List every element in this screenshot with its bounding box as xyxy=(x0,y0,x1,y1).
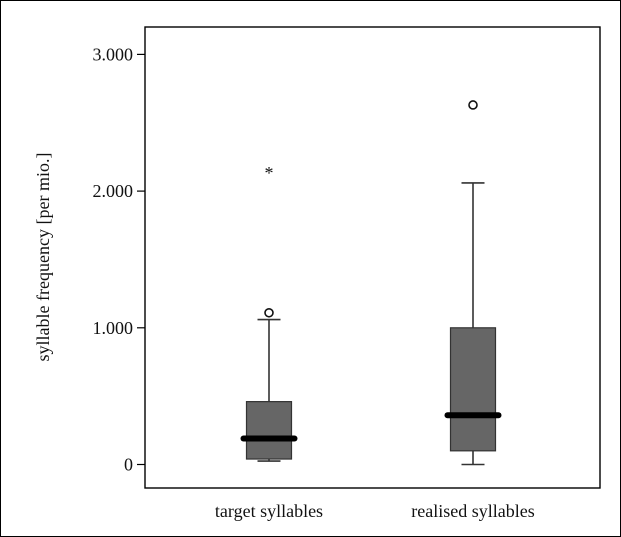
x-category-label: target syllables xyxy=(215,501,323,521)
box-series: * xyxy=(240,100,502,466)
y-tick-label: 2.000 xyxy=(93,181,134,201)
interquartile-box xyxy=(245,401,293,460)
extreme-marker: * xyxy=(265,163,274,183)
outlier-marker xyxy=(468,100,478,110)
outlier-marker xyxy=(264,307,274,318)
y-axis-label: syllable frequency [per mio.] xyxy=(33,153,53,362)
y-tick-label: 0 xyxy=(124,455,133,475)
boxplot-target-syllables: * xyxy=(240,163,298,462)
plot-frame xyxy=(144,26,601,489)
y-tick-label: 1.000 xyxy=(93,318,134,338)
x-category-label: realised syllables xyxy=(411,501,534,521)
y-axis: 0 1.000 2.000 3.000 xyxy=(93,44,145,475)
boxplot-realised-syllables xyxy=(444,100,502,466)
x-axis-labels: target syllables realised syllables xyxy=(215,501,535,521)
y-tick-label: 3.000 xyxy=(93,44,134,64)
interquartile-box xyxy=(449,327,497,452)
